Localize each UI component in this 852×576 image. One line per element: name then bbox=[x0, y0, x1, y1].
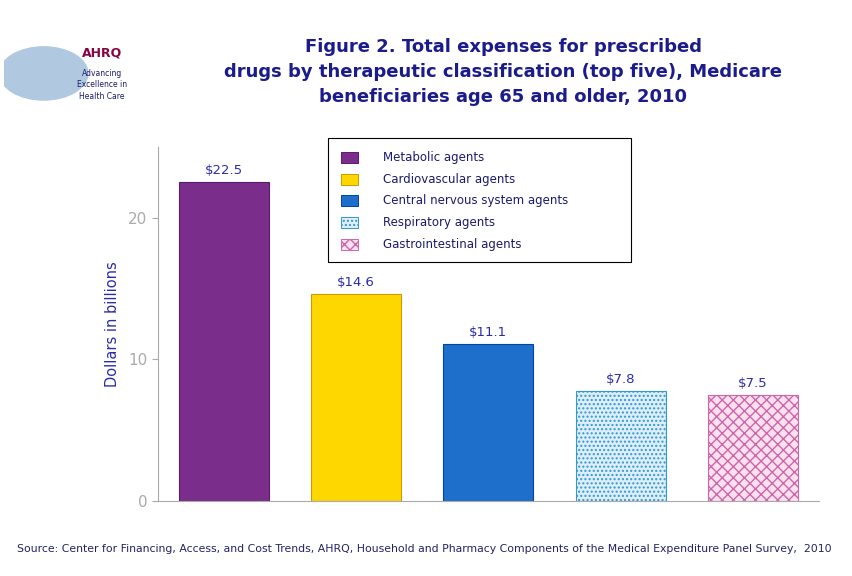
Bar bbox=[340, 217, 358, 228]
Bar bbox=[340, 152, 358, 163]
Bar bbox=[443, 344, 532, 501]
Text: Central nervous system agents: Central nervous system agents bbox=[383, 194, 567, 207]
Text: Figure 2. Total expenses for prescribed
drugs by therapeutic classification (top: Figure 2. Total expenses for prescribed … bbox=[224, 37, 781, 105]
Text: Advancing: Advancing bbox=[82, 69, 122, 78]
Text: $14.6: $14.6 bbox=[337, 276, 375, 289]
Text: Metabolic agents: Metabolic agents bbox=[383, 151, 484, 164]
Text: $11.1: $11.1 bbox=[469, 326, 507, 339]
Text: Respiratory agents: Respiratory agents bbox=[383, 216, 494, 229]
Circle shape bbox=[0, 47, 88, 100]
Bar bbox=[340, 195, 358, 206]
Text: AHRQ: AHRQ bbox=[82, 46, 122, 59]
Text: Source: Center for Financing, Access, and Cost Trends, AHRQ, Household and Pharm: Source: Center for Financing, Access, an… bbox=[17, 544, 831, 554]
Text: Gastrointestinal agents: Gastrointestinal agents bbox=[383, 238, 521, 251]
Text: Health Care: Health Care bbox=[79, 92, 124, 101]
Bar bbox=[311, 294, 400, 501]
Bar bbox=[575, 391, 665, 501]
Text: $22.5: $22.5 bbox=[204, 164, 243, 177]
Bar bbox=[340, 238, 358, 250]
Bar bbox=[340, 173, 358, 185]
Bar bbox=[179, 182, 268, 501]
Text: Cardiovascular agents: Cardiovascular agents bbox=[383, 173, 515, 185]
Text: Excellence in: Excellence in bbox=[77, 80, 127, 89]
Text: $7.8: $7.8 bbox=[605, 373, 635, 386]
Bar bbox=[707, 395, 797, 501]
Y-axis label: Dollars in billions: Dollars in billions bbox=[105, 261, 119, 387]
Text: $7.5: $7.5 bbox=[737, 377, 767, 390]
